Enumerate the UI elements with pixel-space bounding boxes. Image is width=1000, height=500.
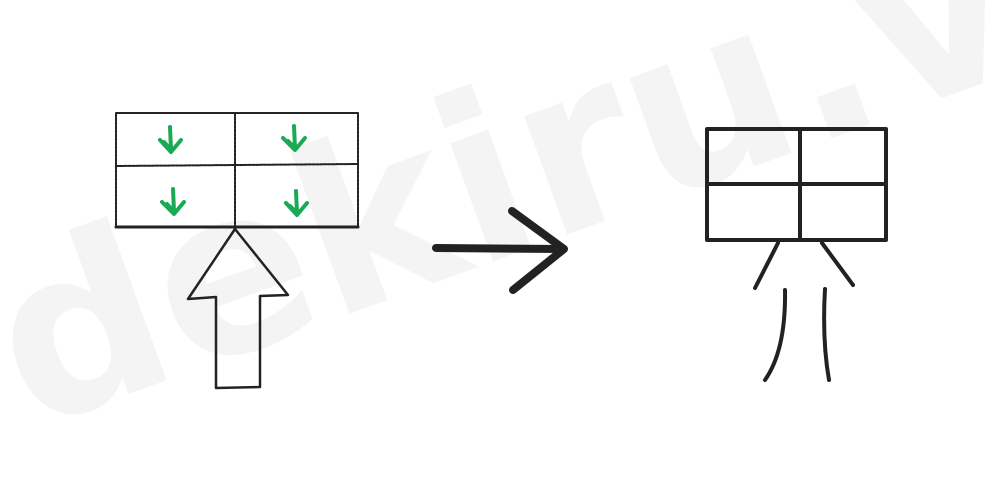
legs [753, 241, 855, 382]
left-grid [114, 112, 360, 229]
up-arrow [186, 227, 290, 390]
right-grid [705, 127, 888, 242]
green-arrows [158, 124, 309, 217]
right-arrow [432, 207, 568, 294]
